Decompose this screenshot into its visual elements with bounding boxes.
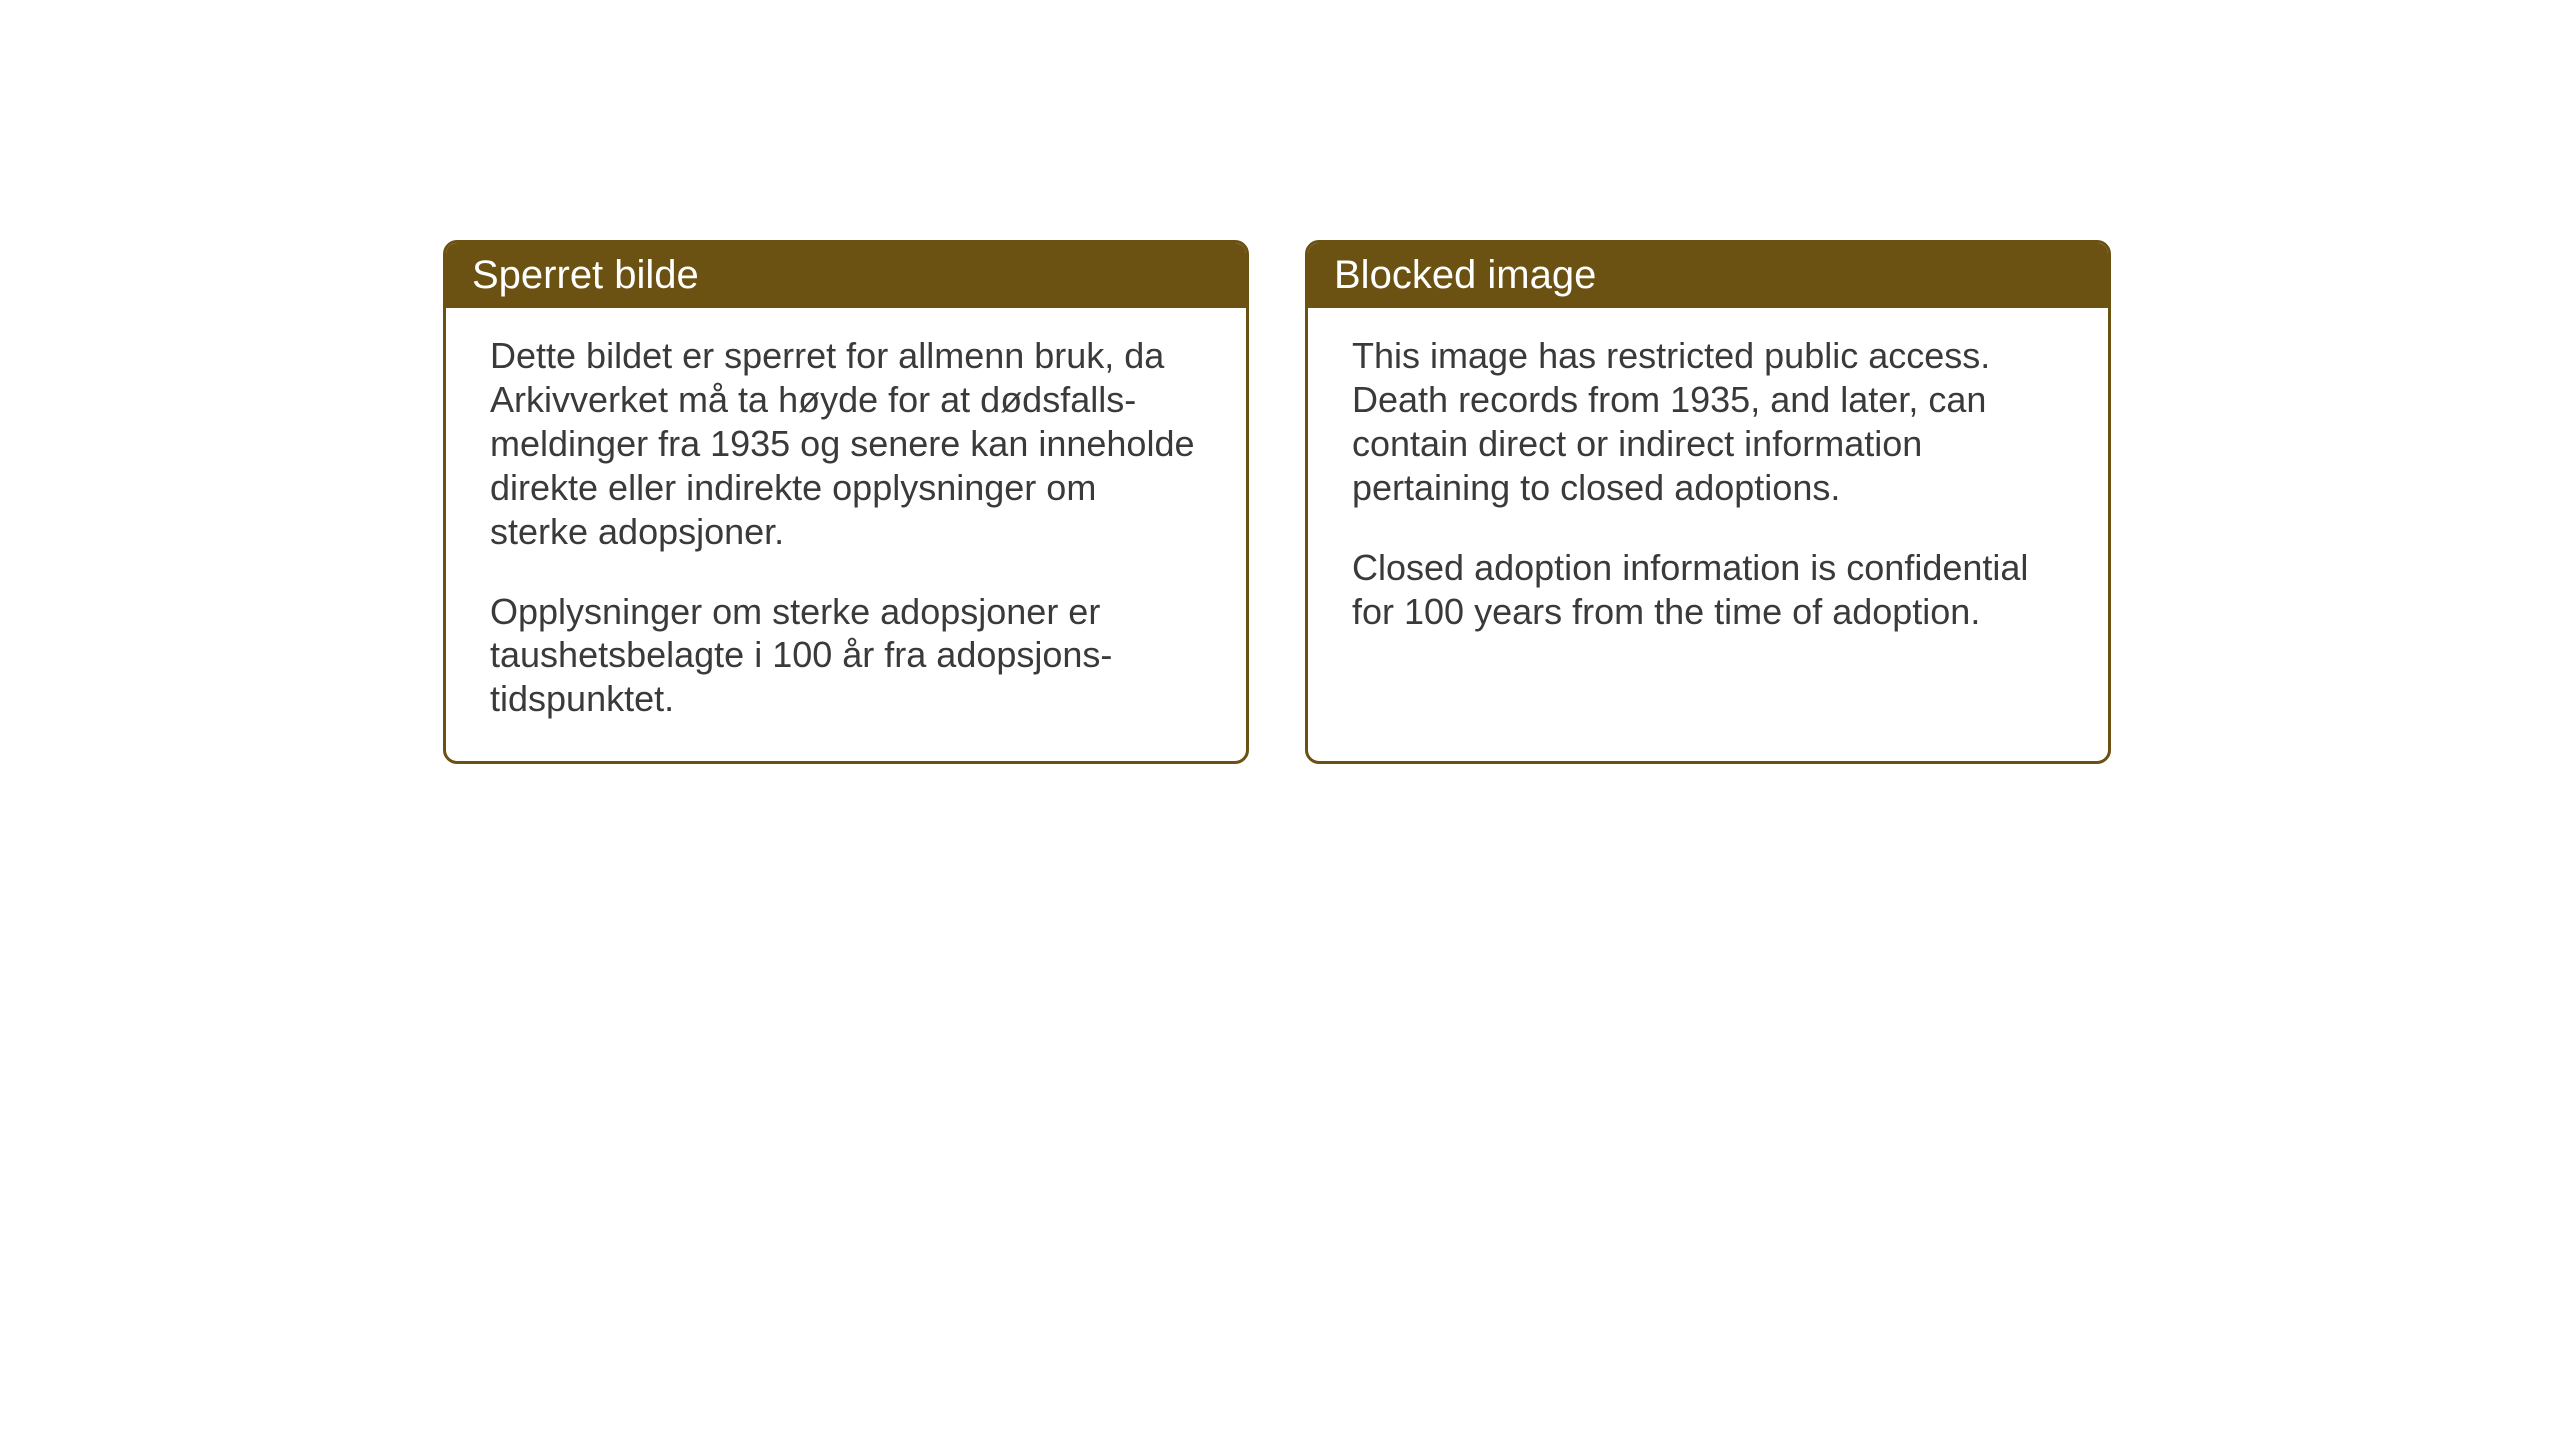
norwegian-paragraph-2: Opplysninger om sterke adopsjoner er tau… (490, 590, 1202, 722)
english-paragraph-2: Closed adoption information is confident… (1352, 546, 2064, 634)
norwegian-notice-body: Dette bildet er sperret for allmenn bruk… (446, 308, 1246, 761)
english-notice-body: This image has restricted public access.… (1308, 308, 2108, 709)
english-paragraph-1: This image has restricted public access.… (1352, 334, 2064, 510)
norwegian-notice-title: Sperret bilde (446, 243, 1246, 308)
norwegian-paragraph-1: Dette bildet er sperret for allmenn bruk… (490, 334, 1202, 554)
notice-container: Sperret bilde Dette bildet er sperret fo… (443, 240, 2111, 764)
english-notice-box: Blocked image This image has restricted … (1305, 240, 2111, 764)
english-notice-title: Blocked image (1308, 243, 2108, 308)
norwegian-notice-box: Sperret bilde Dette bildet er sperret fo… (443, 240, 1249, 764)
